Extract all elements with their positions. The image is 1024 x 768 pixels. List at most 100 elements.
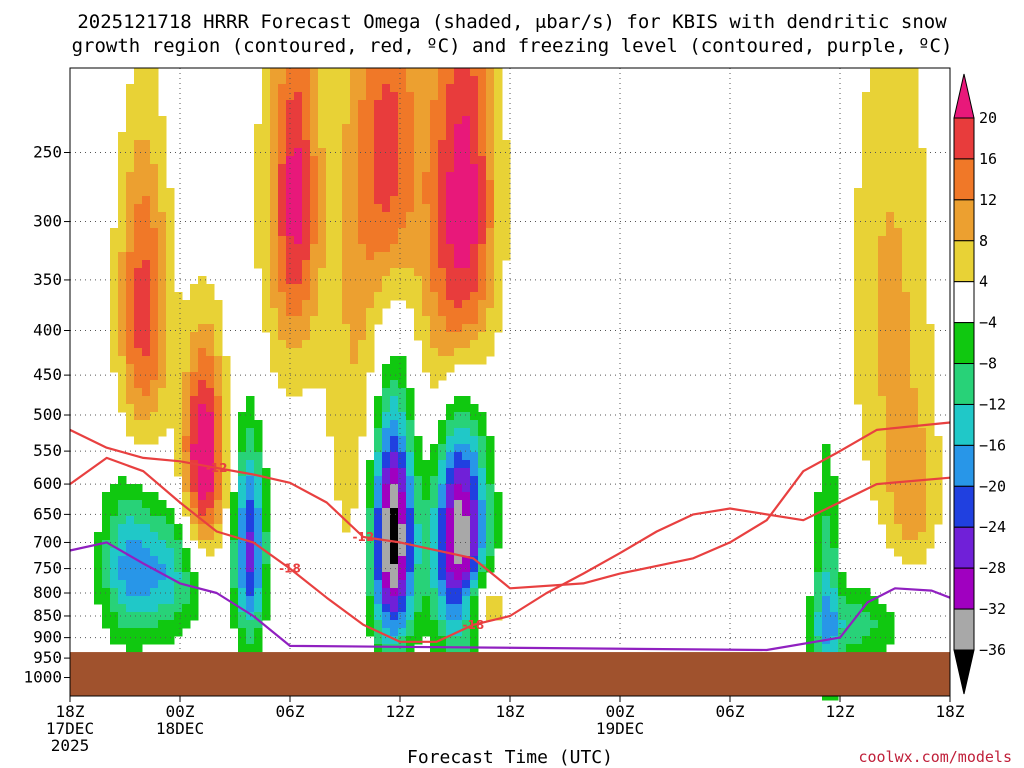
x-tick-label: 18Z xyxy=(496,702,525,721)
omega-cell xyxy=(486,324,495,333)
omega-cell xyxy=(142,508,151,517)
omega-cell xyxy=(374,236,383,245)
omega-cell xyxy=(390,268,399,277)
omega-cell xyxy=(902,156,911,165)
omega-cell xyxy=(894,396,903,405)
omega-cell xyxy=(190,596,199,605)
omega-cell xyxy=(910,444,919,453)
omega-cell xyxy=(302,156,311,165)
omega-cell xyxy=(142,220,151,229)
omega-cell xyxy=(398,172,407,181)
omega-cell xyxy=(222,468,231,477)
omega-cell xyxy=(478,260,487,269)
omega-cell xyxy=(854,348,863,357)
omega-cell xyxy=(894,516,903,525)
omega-cell xyxy=(910,332,919,341)
omega-cell xyxy=(422,236,431,245)
omega-cell xyxy=(878,372,887,381)
omega-cell xyxy=(166,620,175,629)
omega-cell xyxy=(126,596,135,605)
omega-cell xyxy=(126,260,135,269)
omega-cell xyxy=(422,548,431,557)
omega-cell xyxy=(446,620,455,629)
omega-cell xyxy=(830,636,839,645)
omega-cell xyxy=(886,116,895,125)
omega-cell xyxy=(358,292,367,301)
omega-cell xyxy=(462,500,471,509)
omega-cell xyxy=(366,116,375,125)
omega-cell xyxy=(190,340,199,349)
omega-cell xyxy=(326,260,335,269)
omega-cell xyxy=(398,276,407,285)
omega-cell xyxy=(430,612,439,621)
omega-cell xyxy=(390,116,399,125)
omega-cell xyxy=(150,132,159,141)
omega-cell xyxy=(422,460,431,469)
omega-cell xyxy=(358,404,367,413)
omega-cell xyxy=(334,84,343,93)
omega-cell xyxy=(318,76,327,85)
omega-cell xyxy=(430,644,439,653)
omega-cell xyxy=(390,236,399,245)
omega-cell xyxy=(310,188,319,197)
omega-cell xyxy=(398,508,407,517)
omega-cell xyxy=(870,68,879,77)
omega-cell xyxy=(390,612,399,621)
omega-cell xyxy=(174,364,183,373)
omega-cell xyxy=(286,356,295,365)
omega-cell xyxy=(422,220,431,229)
omega-cell xyxy=(302,244,311,253)
omega-cell xyxy=(462,300,471,309)
omega-cell xyxy=(406,84,415,93)
omega-cell xyxy=(366,92,375,101)
omega-cell xyxy=(142,260,151,269)
omega-cell xyxy=(902,116,911,125)
omega-cell xyxy=(822,540,831,549)
omega-cell xyxy=(150,308,159,317)
omega-cell xyxy=(390,388,399,397)
omega-cell xyxy=(142,524,151,533)
omega-cell xyxy=(190,524,199,533)
omega-cell xyxy=(454,396,463,405)
omega-cell xyxy=(878,116,887,125)
omega-cell xyxy=(382,476,391,485)
omega-cell xyxy=(134,180,143,189)
omega-cell xyxy=(94,556,103,565)
omega-cell xyxy=(374,108,383,117)
omega-cell xyxy=(110,524,119,533)
omega-cell xyxy=(878,636,887,645)
omega-cell xyxy=(230,492,239,501)
y-tick-label: 250 xyxy=(33,143,62,162)
omega-cell xyxy=(430,172,439,181)
omega-cell xyxy=(150,276,159,285)
omega-cell xyxy=(422,84,431,93)
omega-cell xyxy=(382,196,391,205)
omega-cell xyxy=(862,244,871,253)
omega-cell xyxy=(446,204,455,213)
omega-cell xyxy=(854,364,863,373)
omega-cell xyxy=(174,612,183,621)
omega-cell xyxy=(862,124,871,133)
omega-cell xyxy=(326,316,335,325)
omega-cell xyxy=(414,100,423,109)
omega-cell xyxy=(278,156,287,165)
omega-cell xyxy=(374,116,383,125)
omega-cell xyxy=(462,156,471,165)
omega-cell xyxy=(342,388,351,397)
omega-cell xyxy=(462,172,471,181)
omega-cell xyxy=(886,108,895,117)
omega-cell xyxy=(366,532,375,541)
omega-cell xyxy=(254,636,263,645)
omega-cell xyxy=(174,596,183,605)
omega-cell xyxy=(390,524,399,533)
omega-cell xyxy=(446,348,455,357)
omega-cell xyxy=(398,500,407,509)
omega-cell xyxy=(278,132,287,141)
omega-cell xyxy=(278,164,287,173)
omega-cell xyxy=(358,244,367,253)
omega-cell xyxy=(454,276,463,285)
omega-cell xyxy=(390,260,399,269)
omega-cell xyxy=(390,380,399,389)
omega-cell xyxy=(334,260,343,269)
